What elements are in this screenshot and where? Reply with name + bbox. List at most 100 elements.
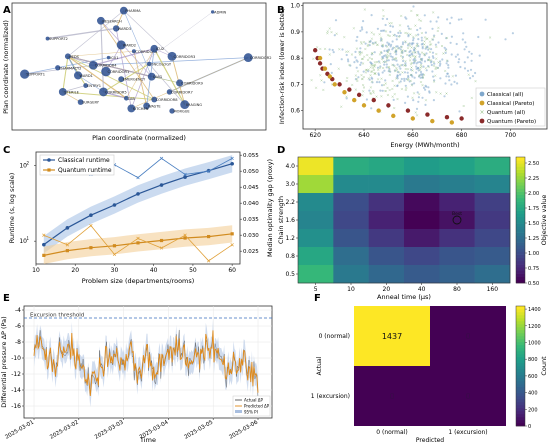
classical-point [371,77,374,80]
runtime-marker [230,232,234,236]
quantum-point [393,93,396,96]
cm-value-excursion-normal: 0 [389,392,394,401]
classical-point [430,48,433,51]
quantum-point [337,67,340,70]
quantum-point [404,50,408,53]
department-node-label: CORRIDOR5 [105,90,127,94]
quantum-point [431,38,434,41]
classical-point [345,97,348,100]
colorbar-segment [516,324,525,328]
quantum-point [424,46,428,49]
quantum-point [364,47,367,51]
classical-point [377,73,380,76]
y-right-tick-label: 0.055 [243,153,259,159]
colorbar-segment [516,336,525,340]
classical-point [417,38,420,41]
colorbar-segment [516,327,525,331]
quantum-point [380,95,383,98]
department-node [166,89,173,95]
quantum-point [375,60,379,64]
quantum-point [323,47,327,51]
classical-point [380,29,383,32]
legend-marker-classical-runtime [47,158,51,162]
runtime-marker [65,249,69,253]
classical-point [471,75,474,78]
department-node [116,40,126,50]
department-node-label: CORRIDOR4 [95,64,117,68]
quantum-point [409,56,412,59]
y-tick-label: 1.2 [285,235,295,242]
legend-marker-quantum-pareto [479,118,485,124]
department-node-label: ADMIN [214,10,226,14]
classical-point [412,62,415,65]
quantum-point [359,41,363,44]
classical-point [402,59,405,63]
cm-y-tick-normal: 0 (normal) [319,333,350,340]
classical-point [458,58,461,61]
heatmap-cell [474,157,511,176]
heatmap-cell [368,229,405,248]
heatmap-cell [368,247,405,266]
quantum-point [374,41,377,44]
quantum-point [410,84,413,87]
quantum-point [405,86,408,90]
colorbar-segment [516,276,525,281]
runtime-marker [89,246,93,250]
classical-point [456,53,459,56]
colorbar-segment [516,166,525,170]
classical-point [379,65,382,68]
colorbar-tick-label: 1200 [528,324,541,330]
quantum-point [399,64,403,67]
classical-point [443,95,446,98]
x-tick-label: 50 [189,267,197,274]
adjacency-edge [100,20,104,92]
quantum-pareto-point [425,112,430,117]
heatmap-cell [298,229,334,248]
classical-point [365,98,368,101]
adjacency-edge [62,56,69,92]
classical-point [466,56,469,59]
quantum-point [385,54,388,57]
quantum-point [406,78,410,82]
department-node-label: ONCOLOGY [151,62,172,66]
quantum-point [436,66,439,70]
runtime-marker [207,234,211,239]
classical-point [424,103,427,106]
quantum-point [378,53,382,56]
classical-point [484,18,487,21]
colorbar-tick-label: 400 [528,391,538,397]
classical-point [415,71,418,74]
panel-e-frame [23,305,273,419]
quantum-point [372,42,375,46]
quantum-point [439,92,442,95]
quantum-point [364,71,368,74]
classical-point [390,43,393,46]
department-node [176,79,184,87]
department-node [147,72,156,81]
panel-b-legend: Classical (all) Classical (Pareto) × Qua… [475,87,546,127]
adjacency-edge [151,76,180,84]
colorbar-frame [515,305,526,427]
department-node [77,99,84,105]
classical-point [370,14,373,17]
quantum-point [361,57,364,61]
adjacency-edge [93,48,155,66]
gap-marker [183,172,187,177]
quantum-point [419,80,423,84]
x-tick-label: 5 [314,286,318,293]
colorbar-segment [516,411,525,415]
quantum-point [429,59,432,62]
classical-point [391,48,394,51]
classical-pareto-point [430,118,435,124]
classical-point [425,52,428,55]
department-node-label: CORRIDOR9 [181,82,203,86]
classical-point [415,65,418,68]
classical-point [389,52,392,55]
colorbar-segment [516,245,525,249]
x-tick-label: 60 [228,267,236,274]
classical-point [439,77,442,80]
quantum-point [415,44,418,48]
quantum-point [409,27,412,31]
quantum-point [312,57,315,60]
y-tick-label: 1.0 [290,3,300,10]
